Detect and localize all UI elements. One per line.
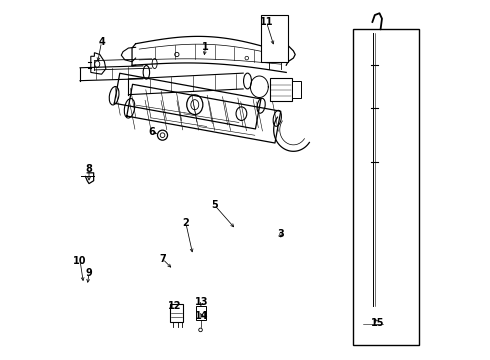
Bar xyxy=(353,30,419,345)
Text: 5: 5 xyxy=(211,200,218,210)
Bar xyxy=(261,15,288,62)
Text: 4: 4 xyxy=(98,37,105,47)
Text: 3: 3 xyxy=(277,229,284,239)
Text: 15: 15 xyxy=(371,319,385,328)
Text: 8: 8 xyxy=(86,164,93,174)
Text: 2: 2 xyxy=(182,218,189,228)
Polygon shape xyxy=(91,53,106,74)
Text: 11: 11 xyxy=(260,17,273,27)
Bar xyxy=(170,305,183,321)
Bar xyxy=(292,81,300,98)
Text: 14: 14 xyxy=(195,311,209,321)
Text: 9: 9 xyxy=(86,268,93,278)
Text: 1: 1 xyxy=(202,42,209,52)
Bar xyxy=(364,318,383,330)
Text: 7: 7 xyxy=(159,254,166,264)
Text: 6: 6 xyxy=(148,127,155,136)
Text: 12: 12 xyxy=(169,301,182,311)
Bar xyxy=(196,306,205,320)
Text: 10: 10 xyxy=(74,256,87,266)
Bar xyxy=(270,78,292,101)
Text: 13: 13 xyxy=(195,297,209,307)
